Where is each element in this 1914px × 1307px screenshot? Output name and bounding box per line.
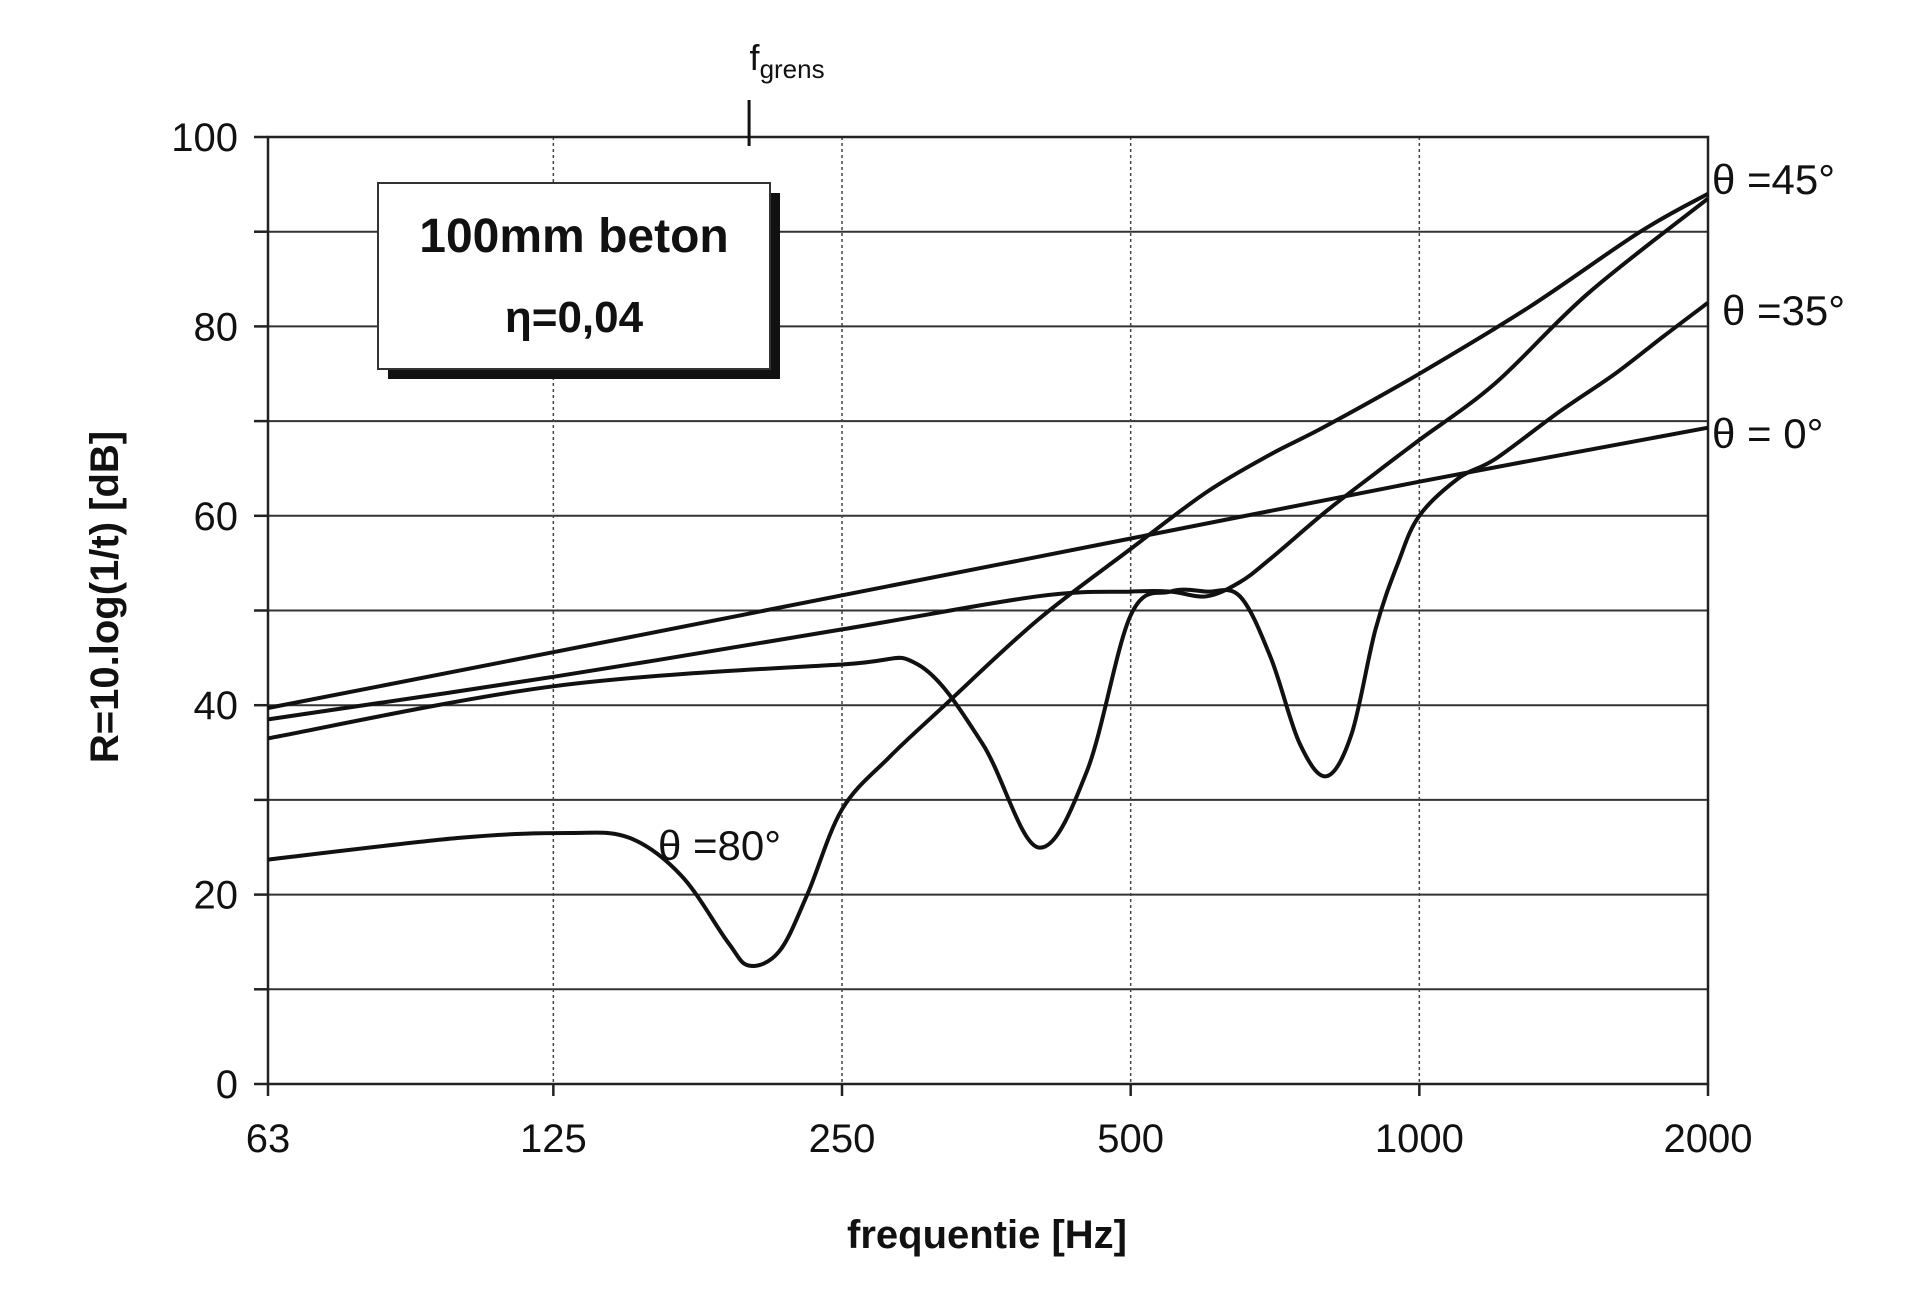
series-label-45: θ =45° [1712,156,1835,203]
ticks [254,135,1710,1096]
x-tick-labels: 63 125 250 500 1000 2000 [246,1117,1753,1161]
y-tick-label: 0 [216,1063,238,1107]
y-tick-label: 40 [194,684,239,728]
x-tick-label: 500 [1097,1117,1164,1161]
y-tick-labels: 0 20 40 60 80 100 [171,116,238,1107]
series-line-80deg [267,192,1709,968]
series-line-45deg [267,197,1710,722]
series-line-0deg [267,425,1709,710]
annotation-box [377,182,771,370]
x-tick-label: 2000 [1664,1117,1753,1161]
series-label-35: θ =35° [1722,287,1845,334]
x-axis-title: frequentie [Hz] [847,1213,1127,1257]
grid-lines [268,137,1708,1084]
y-tick-label: 60 [194,495,239,539]
y-axis-title: R=10.log(1/t) [dB] [83,431,127,763]
series-lines [267,192,1710,968]
fgrens-label: fgrens [750,37,825,84]
x-tick-label: 250 [809,1117,876,1161]
fgrens-subscript: grens [760,54,825,84]
y-tick-label: 20 [194,874,239,918]
annotation-box-title: 100mm beton [419,210,728,263]
series-label-80: θ =80° [658,822,781,869]
fgrens-main: f [750,37,761,78]
x-tick-label: 1000 [1375,1117,1464,1161]
x-tick-label: 125 [520,1117,587,1161]
x-tick-label: 63 [246,1117,291,1161]
series-line-35deg [267,301,1710,850]
series-label-0: θ = 0° [1712,410,1823,457]
y-tick-label: 100 [171,116,238,160]
annotation-box-subtitle: η=0,04 [505,293,644,342]
y-tick-label: 80 [194,305,239,349]
